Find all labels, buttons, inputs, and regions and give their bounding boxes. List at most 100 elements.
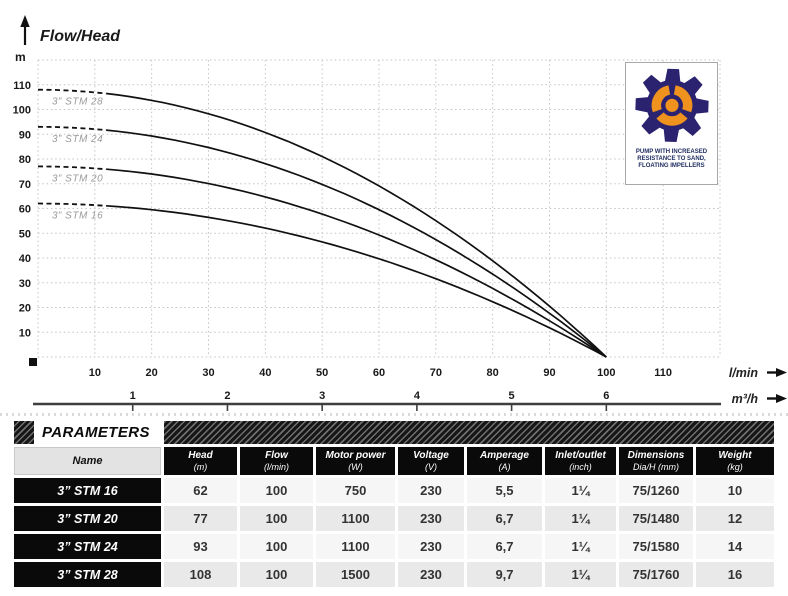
y-tick-label: 90 [19, 129, 31, 141]
x-axis-unit-lmin: l/min [729, 366, 759, 380]
pump-curve [106, 129, 607, 358]
row-name-stm24: 3” STM 24 [14, 534, 161, 559]
col-header-head: Head (m) [164, 447, 237, 475]
col-header-dimensions: Dimensions Dia/H (mm) [619, 447, 693, 475]
y-tick-label: 110 [13, 80, 31, 92]
x-tick-label: 30 [202, 367, 214, 379]
table-cell-flow: 100 [240, 562, 313, 587]
y-tick-label: 70 [19, 179, 31, 191]
badge-text: PUMP WITH INCREASED RESISTANCE TO SAND, … [626, 149, 717, 171]
pump-curve-dashed [37, 165, 107, 171]
table-cell-head: 77 [164, 506, 237, 531]
sand-resistance-badge: PUMP WITH INCREASED RESISTANCE TO SAND, … [625, 62, 718, 185]
pump-curve [106, 204, 607, 358]
rotor-arm [672, 85, 692, 113]
col-header-inlet-outlet: Inlet/outlet (inch) [545, 447, 616, 475]
x-tick-label: 50 [316, 367, 328, 379]
table-cell-motor-power: 1500 [316, 562, 395, 587]
table-cell-head: 108 [164, 562, 237, 587]
table-cell-inlet-outlet: 1¼ [545, 478, 616, 503]
separator [0, 413, 788, 416]
table-cell-voltage: 230 [398, 534, 464, 559]
rotor-arm [655, 112, 688, 126]
m3h-tick-label: 4 [414, 390, 421, 402]
m3h-tick-label: 6 [603, 390, 609, 402]
table-cell-dimensions: 75/1580 [619, 534, 693, 559]
row-name-stm20: 3” STM 20 [14, 506, 161, 531]
col-header-name: Name [14, 447, 161, 475]
x-tick-label: 20 [146, 367, 158, 379]
m3h-tick-label: 2 [224, 390, 230, 402]
x-tick-label: 80 [487, 367, 499, 379]
badge-line: FLOATING IMPELLERS [638, 163, 705, 170]
pump-curve-dashed [37, 88, 107, 95]
badge-line: PUMP WITH INCREASED [635, 149, 708, 155]
x-tick-label: 60 [373, 367, 385, 379]
x-tick-label: 90 [543, 367, 555, 379]
flow-head-chart: Flow/Head m 10 20 30 40 50 60 70 80 90 100 110 10 2… [13, 15, 787, 411]
x-tick-label: 110 [654, 367, 672, 379]
table-cell-amperage: 6,7 [467, 506, 542, 531]
y-tick-label: 20 [19, 303, 31, 315]
impeller-logo-icon [634, 68, 709, 143]
table-cell-head: 62 [164, 478, 237, 503]
y-tick-label: 10 [19, 327, 31, 339]
y-axis-ticks: 10 20 30 40 50 60 70 80 90 100 110 [13, 80, 31, 340]
parameters-title: PARAMETERS [42, 424, 150, 441]
table-cell-motor-power: 750 [316, 478, 395, 503]
table-cell-voltage: 230 [398, 478, 464, 503]
curve-label: 3” STM 16 [52, 211, 103, 222]
right-arrow-icon [767, 368, 787, 377]
table-cell-motor-power: 1100 [316, 534, 395, 559]
col-header-voltage: Voltage (V) [398, 447, 464, 475]
curve-label: 3” STM 20 [52, 173, 103, 184]
col-header-amperage: Amperage (A) [467, 447, 542, 475]
y-tick-label: 40 [19, 253, 31, 265]
rotor-arm [651, 85, 671, 113]
table-cell-dimensions: 75/1260 [619, 478, 693, 503]
parameters-table: Name Head (m) Flow (l/min) Motor power (W) … [14, 447, 774, 587]
parameters-banner: PARAMETERS [14, 421, 774, 444]
pump-curve [106, 92, 607, 358]
y-axis-unit: m [15, 50, 26, 64]
table-cell-flow: 100 [240, 506, 313, 531]
table-cell-inlet-outlet: 1¼ [545, 506, 616, 531]
x-tick-label: 100 [597, 367, 615, 379]
origin-marker [29, 358, 37, 366]
y-axis-arrow-icon [20, 15, 30, 45]
m3h-tick-label: 5 [509, 390, 515, 402]
row-name-stm28: 3” STM 28 [14, 562, 161, 587]
y-tick-label: 80 [19, 154, 31, 166]
x-axis-unit-m3h: m³/h [732, 392, 759, 406]
m3h-tick-label: 1 [130, 390, 136, 402]
table-cell-voltage: 230 [398, 506, 464, 531]
x-axis-ticks-lmin: 10 20 30 40 50 60 70 80 90 100 110 [89, 367, 672, 379]
pump-curve-dashed [37, 202, 107, 207]
table-cell-dimensions: 75/1480 [619, 506, 693, 531]
m3h-tick-label: 3 [319, 390, 325, 402]
x-tick-label: 70 [430, 367, 442, 379]
table-cell-head: 93 [164, 534, 237, 559]
pump-curves: 3” STM 28 3” STM 24 3” STM 20 3” STM 16 [37, 88, 607, 358]
table-cell-inlet-outlet: 1¼ [545, 562, 616, 587]
col-header-motor-power: Motor power (W) [316, 447, 395, 475]
table-cell-flow: 100 [240, 534, 313, 559]
table-cell-flow: 100 [240, 478, 313, 503]
chart-grid [37, 59, 721, 358]
table-cell-motor-power: 1100 [316, 506, 395, 531]
table-cell-amperage: 6,7 [467, 534, 542, 559]
row-name-stm16: 3” STM 16 [14, 478, 161, 503]
pump-curve-dashed [37, 125, 107, 131]
curve-label: 3” STM 28 [52, 97, 103, 108]
right-arrow-icon [767, 394, 787, 403]
col-header-weight: Weight (kg) [696, 447, 774, 475]
badge-line: RESISTANCE TO SAND, [637, 156, 706, 163]
table-cell-weight: 16 [696, 562, 774, 587]
pump-curve [106, 168, 607, 358]
col-header-flow: Flow (l/min) [240, 447, 313, 475]
x-tick-label: 40 [259, 367, 271, 379]
parameters-banner-label: PARAMETERS [34, 421, 164, 444]
y-tick-label: 50 [19, 228, 31, 240]
y-tick-label: 60 [19, 204, 31, 216]
